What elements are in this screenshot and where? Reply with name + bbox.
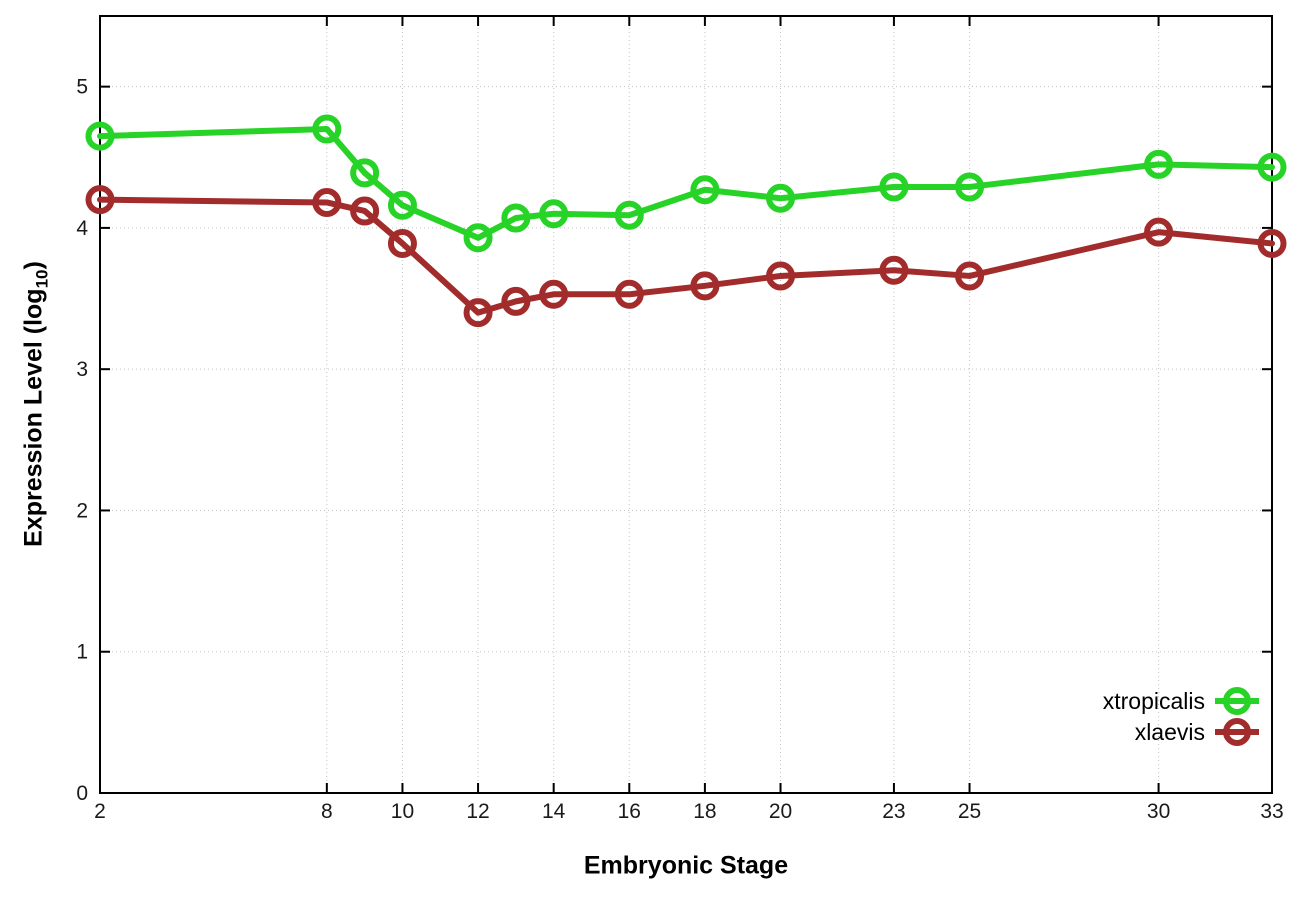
data-point-xtropicalis <box>312 114 342 144</box>
x-tick-label: 14 <box>542 800 566 823</box>
data-point-xlaevis <box>1257 228 1287 258</box>
data-point-xtropicalis <box>766 183 796 213</box>
y-tick-label: 4 <box>76 217 88 240</box>
y-tick-label: 5 <box>76 76 88 99</box>
x-tick-label: 12 <box>466 800 489 823</box>
x-tick-label: 16 <box>618 800 641 823</box>
legend-marker-xtropicalis-icon <box>1215 687 1259 715</box>
data-point-xtropicalis <box>539 199 569 229</box>
series-xtropicalis <box>85 114 1287 253</box>
x-tick-label: 2 <box>94 800 106 823</box>
data-point-xtropicalis <box>614 200 644 230</box>
data-point-xtropicalis <box>1144 149 1174 179</box>
data-point-xtropicalis <box>1257 152 1287 182</box>
y-axis-title-text: Expression Level (log <box>19 288 48 547</box>
x-tick-label: 8 <box>321 800 333 823</box>
data-point-xtropicalis <box>690 175 720 205</box>
data-point-xlaevis <box>879 255 909 285</box>
data-point-xlaevis <box>614 279 644 309</box>
series-line-xtropicalis <box>97 126 1275 241</box>
y-tick-labels: 0 1 2 3 4 5 <box>76 76 88 805</box>
y-tick-label: 2 <box>76 499 88 522</box>
y-axis-title-suffix: ) <box>19 261 48 270</box>
data-point-xlaevis <box>501 286 531 316</box>
legend-item-xtropicalis: xtropicalis <box>1103 686 1260 716</box>
y-tick-label: 3 <box>76 358 88 381</box>
data-point-xlaevis <box>1144 217 1174 247</box>
data-point-xtropicalis <box>879 172 909 202</box>
data-point-xtropicalis <box>350 158 380 188</box>
legend-marker-xlaevis-icon <box>1215 718 1259 746</box>
legend-label-xtropicalis: xtropicalis <box>1102 687 1205 714</box>
data-point-xtropicalis <box>501 203 531 233</box>
y-tick-label: 1 <box>76 641 88 664</box>
gridlines <box>100 16 1272 793</box>
x-tick-label: 30 <box>1147 800 1170 823</box>
x-axis-title: Embryonic Stage <box>583 851 789 880</box>
x-tick-label: 25 <box>958 800 981 823</box>
data-point-xlaevis <box>312 187 342 217</box>
data-point-xtropicalis <box>463 223 493 253</box>
x-tick-label: 20 <box>769 800 792 823</box>
data-point-xlaevis <box>463 298 493 328</box>
data-point-xlaevis <box>85 185 115 215</box>
data-point-xlaevis <box>955 261 985 291</box>
data-point-xlaevis <box>387 228 417 258</box>
plot-border <box>99 15 1273 794</box>
data-point-xlaevis <box>766 261 796 291</box>
legend-item-xlaevis: xlaevis <box>1103 717 1260 747</box>
legend-label-xlaevis: xlaevis <box>1134 718 1205 745</box>
x-tick-label: 18 <box>693 800 716 823</box>
x-tick-label: 23 <box>882 800 905 823</box>
x-tick-label: 10 <box>391 800 414 823</box>
data-point-xlaevis <box>690 271 720 301</box>
x-tick-labels: 2 8 10 12 14 16 18 20 23 25 30 33 <box>94 800 1284 823</box>
data-point-xtropicalis <box>955 172 985 202</box>
data-point-xtropicalis <box>85 121 115 151</box>
x-tick-label: 33 <box>1260 800 1283 823</box>
tick-marks <box>99 16 1273 794</box>
data-point-xtropicalis <box>387 190 417 220</box>
y-axis-title-subscript: 10 <box>32 269 52 289</box>
data-point-xlaevis <box>539 279 569 309</box>
legend: xtropicalis xlaevis <box>1103 686 1260 747</box>
data-point-xlaevis <box>350 196 380 226</box>
y-tick-label: 0 <box>76 782 88 805</box>
y-axis-title: Expression Level (log10) <box>20 261 53 547</box>
series-line-xlaevis <box>97 196 1275 316</box>
series-xlaevis <box>85 185 1287 328</box>
